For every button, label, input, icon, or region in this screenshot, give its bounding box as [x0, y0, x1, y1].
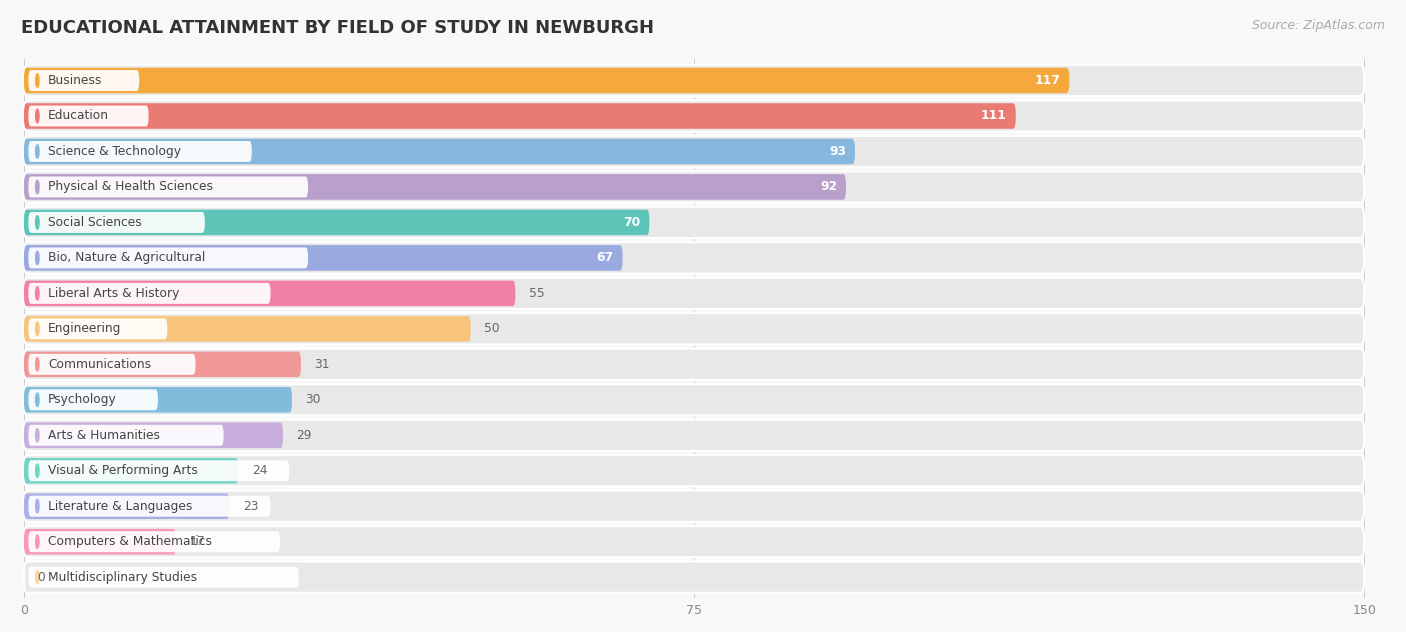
FancyBboxPatch shape [24, 100, 1364, 131]
Text: 111: 111 [981, 109, 1007, 123]
FancyBboxPatch shape [24, 277, 1364, 309]
Text: Computers & Mathematics: Computers & Mathematics [48, 535, 212, 548]
FancyBboxPatch shape [24, 103, 1015, 129]
FancyBboxPatch shape [28, 425, 224, 446]
FancyBboxPatch shape [28, 354, 195, 375]
Text: 31: 31 [315, 358, 330, 371]
Text: 30: 30 [305, 393, 321, 406]
FancyBboxPatch shape [24, 423, 283, 448]
Circle shape [35, 109, 39, 123]
Text: Engineering: Engineering [48, 322, 121, 336]
Text: Liberal Arts & History: Liberal Arts & History [48, 287, 180, 300]
FancyBboxPatch shape [28, 567, 298, 588]
FancyBboxPatch shape [28, 319, 167, 339]
Circle shape [35, 322, 39, 336]
FancyBboxPatch shape [24, 313, 1364, 344]
Text: 24: 24 [252, 465, 267, 477]
Text: 117: 117 [1035, 74, 1060, 87]
FancyBboxPatch shape [24, 138, 855, 164]
FancyBboxPatch shape [24, 171, 1364, 202]
FancyBboxPatch shape [24, 384, 1364, 415]
FancyBboxPatch shape [28, 176, 308, 197]
FancyBboxPatch shape [24, 490, 1364, 522]
Text: Visual & Performing Arts: Visual & Performing Arts [48, 465, 198, 477]
Circle shape [35, 145, 39, 158]
FancyBboxPatch shape [24, 387, 292, 413]
Text: Source: ZipAtlas.com: Source: ZipAtlas.com [1251, 19, 1385, 32]
FancyBboxPatch shape [24, 455, 1364, 487]
FancyBboxPatch shape [28, 389, 157, 410]
FancyBboxPatch shape [24, 65, 1364, 96]
Circle shape [35, 535, 39, 549]
Circle shape [35, 358, 39, 371]
FancyBboxPatch shape [24, 420, 1364, 451]
FancyBboxPatch shape [28, 70, 139, 91]
FancyBboxPatch shape [24, 68, 1070, 94]
Circle shape [35, 428, 39, 442]
FancyBboxPatch shape [28, 141, 252, 162]
FancyBboxPatch shape [24, 562, 1364, 593]
FancyBboxPatch shape [28, 247, 308, 269]
FancyBboxPatch shape [28, 460, 290, 481]
Text: EDUCATIONAL ATTAINMENT BY FIELD OF STUDY IN NEWBURGH: EDUCATIONAL ATTAINMENT BY FIELD OF STUDY… [21, 19, 654, 37]
FancyBboxPatch shape [24, 349, 1364, 380]
Text: Education: Education [48, 109, 110, 123]
Circle shape [35, 464, 39, 477]
FancyBboxPatch shape [28, 495, 270, 517]
FancyBboxPatch shape [28, 106, 149, 126]
FancyBboxPatch shape [24, 316, 471, 342]
Text: Communications: Communications [48, 358, 152, 371]
Circle shape [35, 251, 39, 265]
Text: 29: 29 [297, 428, 312, 442]
Circle shape [35, 74, 39, 87]
FancyBboxPatch shape [24, 281, 516, 306]
Circle shape [35, 499, 39, 513]
FancyBboxPatch shape [24, 494, 229, 519]
FancyBboxPatch shape [24, 245, 623, 270]
Text: Literature & Languages: Literature & Languages [48, 500, 193, 513]
FancyBboxPatch shape [24, 207, 1364, 238]
Circle shape [35, 393, 39, 406]
Text: 23: 23 [243, 500, 259, 513]
Text: 70: 70 [623, 216, 641, 229]
Circle shape [35, 216, 39, 229]
FancyBboxPatch shape [28, 532, 280, 552]
Text: 0: 0 [38, 571, 45, 584]
FancyBboxPatch shape [24, 526, 1364, 557]
FancyBboxPatch shape [24, 210, 650, 235]
Text: Psychology: Psychology [48, 393, 117, 406]
Text: 67: 67 [596, 252, 613, 264]
Text: 55: 55 [529, 287, 544, 300]
FancyBboxPatch shape [24, 458, 239, 483]
Text: Bio, Nature & Agricultural: Bio, Nature & Agricultural [48, 252, 205, 264]
Text: Social Sciences: Social Sciences [48, 216, 142, 229]
Circle shape [35, 287, 39, 300]
FancyBboxPatch shape [24, 351, 301, 377]
Text: Multidisciplinary Studies: Multidisciplinary Studies [48, 571, 197, 584]
Text: 92: 92 [820, 181, 837, 193]
FancyBboxPatch shape [28, 283, 270, 304]
Circle shape [35, 571, 39, 584]
Text: 50: 50 [484, 322, 499, 336]
Text: Arts & Humanities: Arts & Humanities [48, 428, 160, 442]
FancyBboxPatch shape [24, 136, 1364, 167]
Text: Science & Technology: Science & Technology [48, 145, 181, 158]
FancyBboxPatch shape [28, 212, 205, 233]
Text: Physical & Health Sciences: Physical & Health Sciences [48, 181, 214, 193]
Text: Business: Business [48, 74, 103, 87]
Text: 17: 17 [190, 535, 205, 548]
FancyBboxPatch shape [24, 242, 1364, 274]
FancyBboxPatch shape [24, 174, 846, 200]
FancyBboxPatch shape [24, 529, 176, 554]
Circle shape [35, 180, 39, 193]
Text: 93: 93 [830, 145, 846, 158]
